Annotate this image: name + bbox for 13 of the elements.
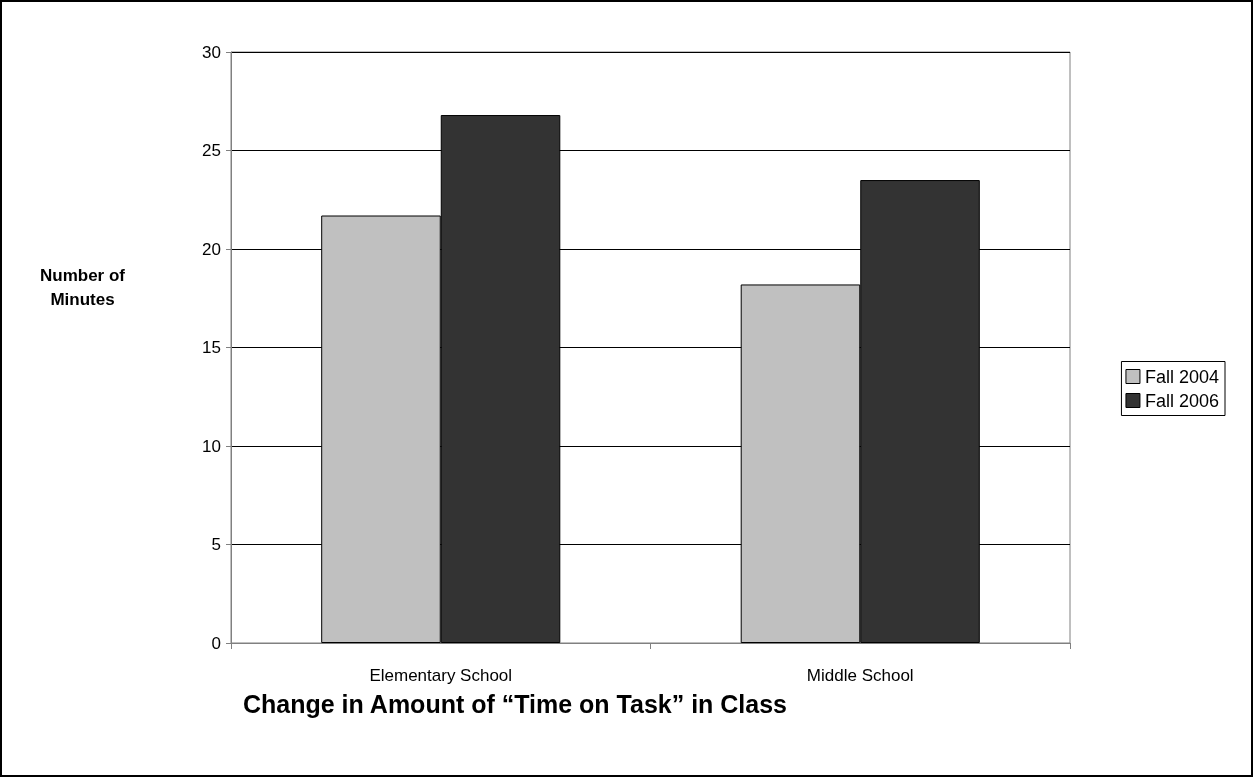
y-tick-label: 0 — [211, 633, 221, 653]
y-tick-label: 25 — [202, 141, 221, 160]
x-tick-label: Middle School — [806, 666, 914, 685]
legend-label: Fall 2006 — [1144, 390, 1220, 411]
y-tick-label: 5 — [211, 535, 221, 554]
y-axis-title: Number of Minutes — [40, 265, 126, 309]
legend-label: Fall 2004 — [1144, 366, 1220, 387]
y-tick-label: 30 — [202, 42, 221, 62]
y-tick-label: 15 — [202, 338, 221, 357]
y-tick-label: 10 — [202, 436, 221, 456]
text: Change in Amount of “Time on Task” in Class — [242, 689, 788, 718]
x-tick-label: Elementary School — [369, 666, 513, 685]
y-tick-label: 20 — [202, 239, 221, 259]
